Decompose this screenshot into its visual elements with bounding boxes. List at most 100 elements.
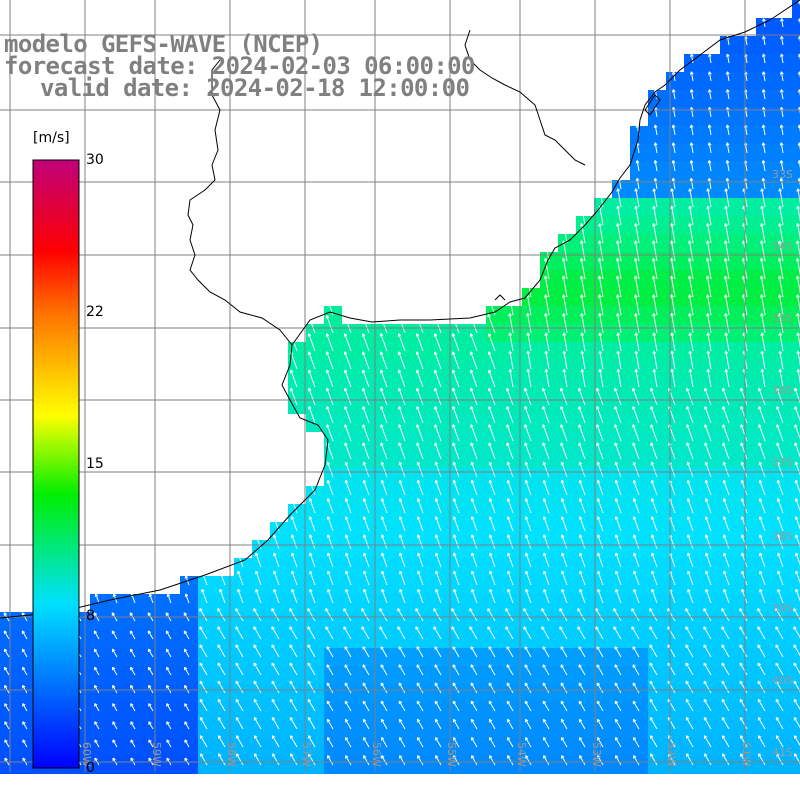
wind-arrow <box>217 662 226 676</box>
wind-arrow <box>380 442 388 460</box>
wind-arrow <box>399 570 406 586</box>
wind-arrow <box>704 479 712 496</box>
wind-arrow <box>130 684 136 694</box>
wind-arrow <box>723 588 730 604</box>
wind-arrow <box>217 644 226 658</box>
wind-cell <box>792 648 800 666</box>
wind-arrow <box>290 552 298 568</box>
wind-arrow <box>470 534 478 550</box>
wind-arrow <box>524 442 532 460</box>
wind-arrow <box>541 387 550 406</box>
wind-arrow <box>362 664 370 676</box>
wind-arrow <box>236 552 244 568</box>
wind-arrow <box>689 89 694 100</box>
wind-arrow <box>397 387 406 406</box>
wind-arrow <box>724 312 730 334</box>
wind-arrow <box>632 682 640 694</box>
wind-arrow <box>560 737 568 748</box>
wind-arrow <box>634 205 640 226</box>
wind-arrow <box>685 608 694 622</box>
lon-label: 51W <box>740 742 753 767</box>
wind-arrow <box>759 570 766 586</box>
wind-arrow <box>398 682 406 694</box>
wind-arrow <box>452 442 460 460</box>
wind-arrow <box>361 608 370 622</box>
wind-arrow <box>271 644 280 658</box>
wind-arrow <box>434 516 442 532</box>
wind-arrow <box>416 737 424 748</box>
wind-arrow <box>308 406 316 424</box>
wind-arrow <box>452 737 460 748</box>
wind-arrow <box>703 698 712 712</box>
wind-arrow <box>687 275 694 298</box>
wind-arrow <box>777 570 784 586</box>
wind-arrow <box>219 570 226 586</box>
wind-arrow <box>165 630 172 640</box>
wind-arrow <box>635 177 640 190</box>
wind-arrow <box>307 662 316 676</box>
wind-arrow <box>344 737 352 748</box>
wind-arrow <box>94 703 100 712</box>
wind-arrow <box>596 682 604 694</box>
wind-arrow <box>453 755 460 766</box>
wind-arrow <box>362 718 370 730</box>
wind-arrow <box>633 570 640 586</box>
wind-arrow <box>508 332 514 352</box>
wind-arrow <box>704 534 712 550</box>
wind-arrow <box>670 312 676 334</box>
wind-arrow <box>289 369 298 388</box>
wind-arrow <box>794 516 800 530</box>
wind-arrow <box>253 626 262 640</box>
wind-arrow <box>669 257 676 280</box>
wind-arrow <box>703 387 712 406</box>
wind-arrow <box>433 351 442 370</box>
wind-arrow <box>598 350 604 370</box>
wind-arrow <box>649 717 658 730</box>
wind-arrow <box>578 461 586 478</box>
wind-arrow <box>775 387 784 406</box>
wind-arrow <box>253 662 262 676</box>
wind-arrow <box>723 570 730 586</box>
wind-cell <box>792 324 800 342</box>
wind-arrow <box>759 257 766 280</box>
wind-cell <box>792 342 800 360</box>
wind-arrow <box>507 588 514 604</box>
wind-arrow <box>596 406 604 424</box>
wind-arrow <box>596 700 604 712</box>
wind-arrow <box>506 682 514 694</box>
wind-arrow <box>397 626 406 640</box>
wind-arrow <box>184 703 190 712</box>
wind-arrow <box>544 312 550 334</box>
lat-lon-grid: 60W 59W 58W 57W 56W 55W 54W 53W 52W 51W 33S 34S 35S 3… <box>0 0 800 772</box>
wind-arrow <box>796 332 800 349</box>
wind-cell <box>792 738 800 756</box>
wind-arrow <box>326 664 334 676</box>
wind-arrow <box>525 275 532 298</box>
wind-arrow <box>632 700 640 712</box>
wind-arrow <box>796 312 800 331</box>
wind-arrow <box>543 257 550 280</box>
wind-arrow <box>452 498 460 514</box>
wind-arrow <box>561 755 568 766</box>
wind-arrow <box>797 160 800 169</box>
wind-arrow <box>199 626 208 640</box>
wind-arrow <box>634 223 640 244</box>
wind-arrow <box>652 332 658 352</box>
wind-arrow <box>722 442 730 460</box>
wind-arrow <box>794 534 800 548</box>
wind-arrow <box>578 498 586 514</box>
wind-arrow <box>94 593 100 604</box>
wind-arrow <box>415 333 424 352</box>
wind-arrow <box>524 516 532 532</box>
wind-arrow <box>685 698 694 712</box>
map-title-model: modelo GEFS-WAVE (NCEP) <box>4 30 323 58</box>
wind-arrow <box>434 461 442 478</box>
wind-arrow <box>433 626 442 640</box>
wind-arrow <box>687 294 694 316</box>
wind-arrow <box>760 312 766 334</box>
wind-arrow <box>237 570 244 586</box>
wind-arrow <box>489 570 496 586</box>
wind-arrow <box>794 424 800 440</box>
wind-arrow <box>129 630 136 640</box>
wind-arrow <box>345 588 352 604</box>
